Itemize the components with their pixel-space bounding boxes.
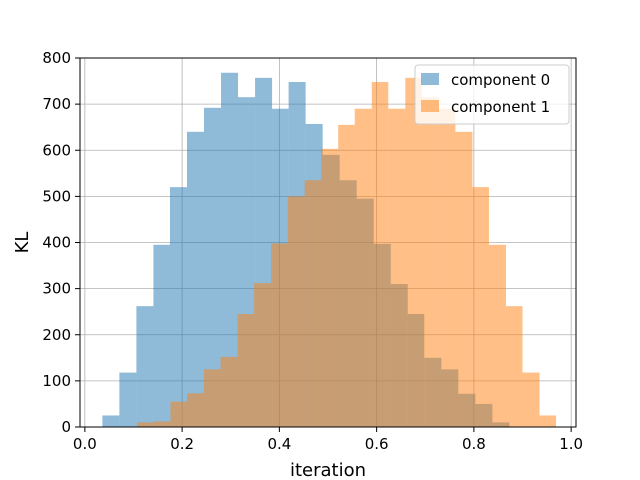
- y-tick-label: 400: [42, 234, 71, 252]
- histogram-bars: [102, 72, 557, 428]
- y-tick-label: 800: [42, 49, 71, 67]
- x-tick-label: 0.6: [365, 435, 389, 453]
- histogram-bar-component-1: [539, 415, 557, 427]
- histogram-bar-component-0: [102, 415, 120, 427]
- legend-swatch-component-1: [421, 100, 439, 112]
- histogram-bar-component-1: [488, 244, 506, 427]
- x-tick-label: 0.4: [267, 435, 291, 453]
- histogram-bar-component-1: [170, 401, 187, 427]
- x-tick-label: 0.2: [170, 435, 194, 453]
- y-tick-label: 100: [42, 372, 71, 390]
- histogram-bar-component-1: [254, 283, 272, 427]
- histogram-bar-component-1: [354, 108, 372, 428]
- legend-label-component-1: component 1: [451, 98, 550, 116]
- histogram-bar-component-1: [153, 421, 171, 427]
- histogram-bar-component-1: [522, 372, 540, 427]
- axis-ticks: 0.0 0.2 0.4 0.6 0.8 1.0 0 100 200 300 400 500 600 700…: [42, 49, 583, 453]
- histogram-bar-component-0: [169, 187, 187, 427]
- y-tick-label: 700: [42, 95, 71, 113]
- histogram-bar-component-1: [304, 180, 322, 427]
- histogram-bar-component-1: [388, 108, 406, 428]
- histogram-bar-component-1: [136, 422, 154, 427]
- histogram-bar-component-0: [136, 306, 154, 427]
- y-tick-label: 200: [42, 326, 71, 344]
- legend: component 0 component 1: [414, 64, 570, 125]
- histogram-bar-component-1: [220, 356, 238, 427]
- histogram-bar-component-1: [455, 131, 473, 428]
- histogram-bar-component-1: [287, 196, 305, 427]
- histogram-bar-component-1: [186, 393, 204, 427]
- histogram-bar-component-1: [472, 187, 489, 427]
- y-tick-label: 300: [42, 280, 71, 298]
- x-axis-label: iteration: [290, 460, 366, 480]
- x-tick-label: 1.0: [559, 435, 583, 453]
- histogram-bar-component-0: [119, 372, 137, 427]
- legend-box: [414, 64, 570, 125]
- y-tick-label: 600: [42, 141, 71, 159]
- x-tick-label: 0.0: [73, 435, 97, 453]
- histogram-bar-component-0: [204, 107, 222, 427]
- histogram-bar-component-1: [338, 124, 355, 427]
- histogram-bar-component-1: [371, 81, 389, 428]
- histogram-bar-component-1: [421, 97, 439, 428]
- histogram-bar-component-0: [153, 244, 170, 427]
- histogram-bar-component-1: [405, 77, 422, 428]
- histogram-bar-component-1: [271, 243, 288, 427]
- histogram-bar-component-1: [237, 313, 255, 427]
- histogram-bar-component-1: [321, 148, 339, 427]
- histogram-bar-component-0: [221, 72, 239, 427]
- y-axis-label: KL: [12, 232, 33, 254]
- legend-swatch-component-0: [421, 73, 439, 85]
- y-tick-label: 500: [42, 187, 71, 205]
- y-tick-label: 0: [61, 418, 71, 436]
- histogram-bar-component-1: [204, 369, 221, 427]
- x-tick-label: 0.8: [462, 435, 486, 453]
- histogram-bar-component-1: [438, 108, 456, 428]
- histogram-bar-component-0: [186, 131, 204, 428]
- histogram-bar-component-1: [505, 306, 523, 427]
- legend-label-component-0: component 0: [451, 71, 550, 89]
